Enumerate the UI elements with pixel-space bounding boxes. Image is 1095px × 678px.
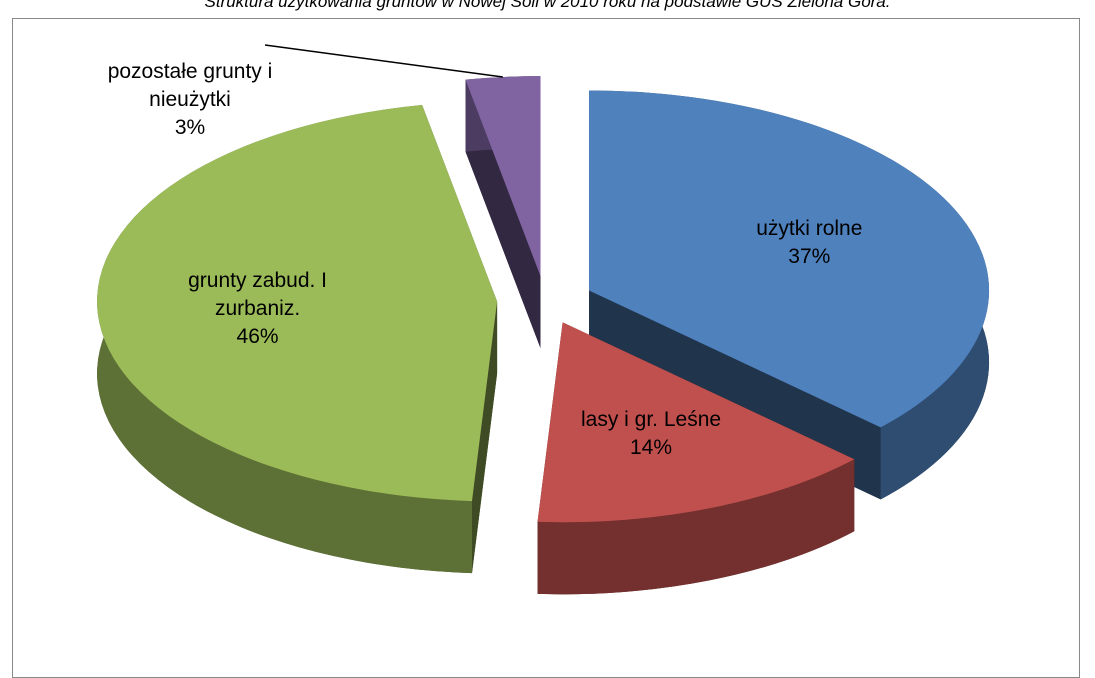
slice	[537, 322, 855, 523]
value-label: 14%	[630, 435, 673, 459]
data-label: grunty zabud. I zurbaniz. 46%	[153, 267, 363, 351]
category-label: grunty zabud. I zurbaniz.	[188, 269, 328, 321]
leader-line	[264, 44, 503, 78]
category-label: lasy i gr. Leśne	[580, 407, 722, 431]
slice	[97, 105, 498, 502]
value-label: 3%	[174, 116, 206, 139]
page: Struktura użytkowania gruntów w Nowej So…	[12, 0, 1080, 678]
value-label: 37%	[788, 244, 831, 268]
category-label: użytki rolne	[756, 216, 863, 240]
slice-wall	[537, 459, 855, 595]
category-label: pozostałe grunty i nieużytki	[107, 60, 273, 111]
slice-side	[471, 301, 498, 574]
slice	[589, 90, 990, 428]
data-label: pozostałe grunty i nieużytki 3%	[85, 58, 295, 142]
chart-title: Struktura użytkowania gruntów w Nowej So…	[204, 0, 891, 11]
chart	[97, 44, 990, 595]
data-label: lasy i gr. Leśne 14%	[546, 406, 756, 462]
slice	[465, 76, 541, 277]
value-label: 46%	[236, 325, 279, 349]
data-label: użytki rolne 37%	[704, 215, 914, 271]
